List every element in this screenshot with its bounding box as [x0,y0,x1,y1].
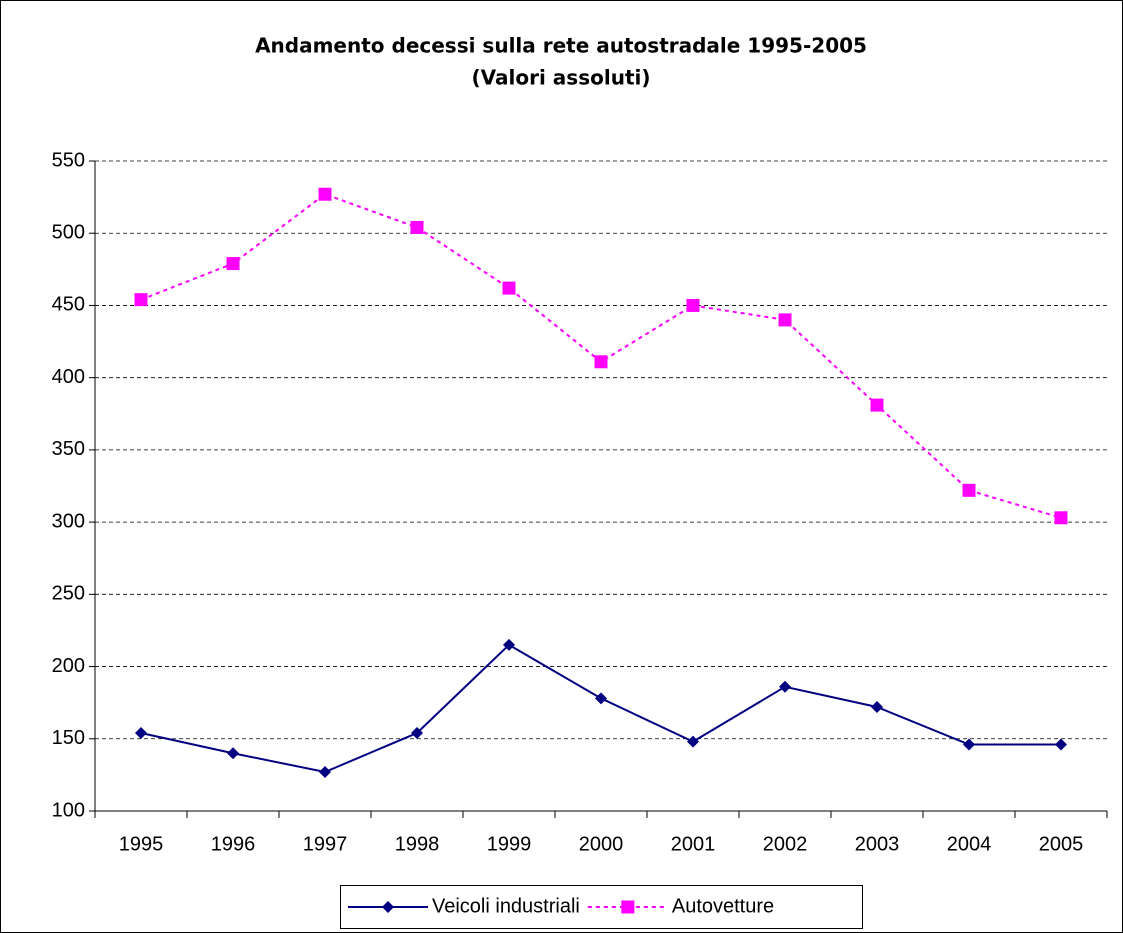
y-tick-label: 550 [52,149,85,171]
y-tick-label: 350 [52,438,85,460]
y-tick-label: 100 [52,799,85,821]
marker [319,766,331,778]
marker [963,738,975,751]
marker [502,281,516,295]
legend-marker [621,900,635,914]
marker [962,483,976,497]
x-tick-label: 1996 [211,833,256,855]
y-tick-label: 250 [52,583,85,605]
marker [227,747,239,760]
marker [779,680,791,693]
marker [410,220,424,234]
chart-subtitle: (Valori assoluti) [472,66,651,90]
x-tick-label: 1998 [395,833,440,855]
legend-label: Autovetture [672,895,774,917]
marker [1055,738,1067,751]
x-tick-label: 2004 [947,833,992,855]
chart-title: Andamento decessi sulla rete autostradal… [255,34,867,58]
y-tick-label: 400 [52,366,85,388]
y-tick-label: 200 [52,655,85,677]
marker [778,313,792,327]
x-tick-label: 2001 [671,833,716,855]
x-tick-label: 2002 [763,833,808,855]
marker [135,727,147,739]
marker [411,727,423,739]
legend-label: Veicoli industriali [432,895,580,917]
marker [594,355,608,369]
marker [870,398,884,412]
x-tick-label: 2000 [579,833,624,855]
marker [503,638,515,651]
y-tick-label: 500 [52,222,85,244]
y-tick-label: 450 [52,294,85,316]
marker [226,257,240,271]
x-tick-label: 2005 [1039,833,1084,855]
marker [318,187,332,201]
marker [687,735,699,748]
legend-marker [382,901,394,913]
y-tick-label: 300 [52,510,85,532]
marker [686,298,700,312]
x-tick-label: 1999 [487,833,532,855]
marker [595,692,607,705]
y-tick-label: 150 [52,727,85,749]
marker [134,293,148,307]
marker [871,701,883,713]
x-tick-label: 1995 [119,833,164,855]
marker [1054,511,1068,525]
x-tick-label: 1997 [303,833,348,855]
x-tick-label: 2003 [855,833,900,855]
